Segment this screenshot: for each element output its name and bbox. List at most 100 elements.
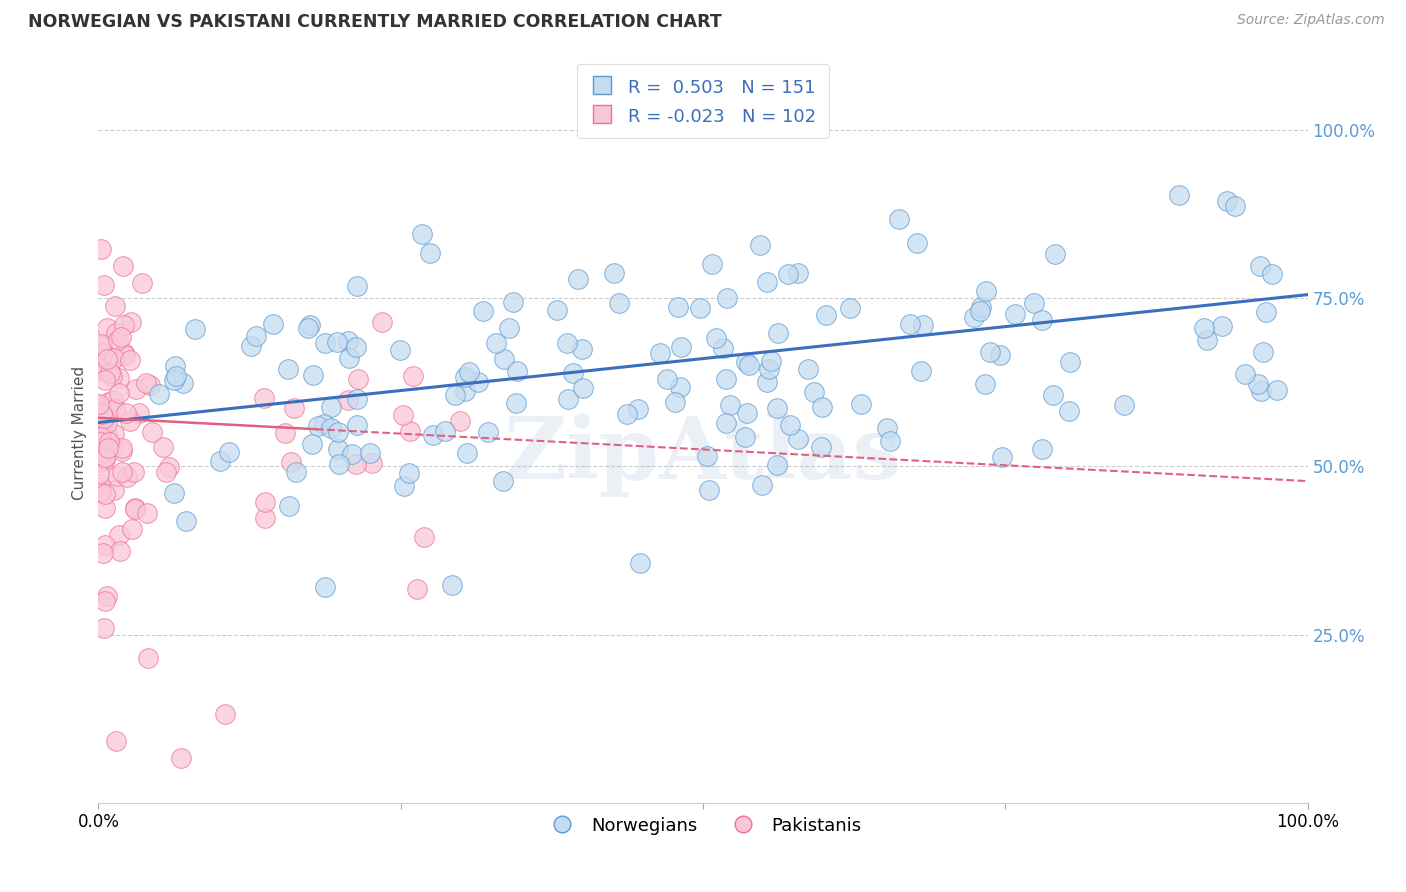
Point [157, 459, 180, 474]
Point [655, 372, 678, 386]
Point [666, 300, 689, 314]
Point [1031, 313, 1053, 327]
Point [664, 394, 686, 409]
Point [105, 469, 128, 483]
Point [118, 353, 141, 368]
Point [94, 451, 117, 466]
Point [298, 318, 321, 333]
Point [184, 322, 207, 336]
Point [456, 446, 478, 460]
Point [689, 301, 711, 315]
Point [89, 360, 111, 375]
Point [104, 326, 127, 340]
Point [108, 543, 131, 558]
Point [711, 341, 734, 355]
Point [796, 362, 818, 376]
Point [1211, 318, 1233, 333]
Point [422, 428, 444, 442]
Point [110, 330, 132, 344]
Point [1216, 194, 1239, 208]
Point [849, 397, 872, 411]
Point [314, 417, 336, 431]
Point [1250, 384, 1272, 399]
Point [905, 236, 928, 251]
Point [1004, 307, 1026, 321]
Point [1194, 321, 1216, 335]
Point [101, 392, 124, 407]
Point [562, 366, 585, 380]
Point [96, 427, 118, 442]
Point [254, 511, 277, 525]
Point [555, 336, 578, 351]
Point [89, 477, 111, 491]
Point [121, 522, 143, 536]
Point [346, 417, 368, 432]
Point [910, 364, 932, 378]
Point [104, 402, 127, 417]
Point [758, 362, 780, 376]
Point [280, 455, 302, 469]
Point [765, 401, 787, 415]
Point [124, 465, 146, 479]
Point [337, 393, 360, 408]
Point [321, 421, 343, 435]
Point [810, 440, 832, 454]
Point [94, 373, 117, 387]
Point [114, 348, 136, 362]
Point [696, 449, 718, 463]
Point [419, 246, 441, 260]
Point [96, 352, 118, 367]
Point [557, 392, 579, 406]
Point [98, 401, 121, 416]
Point [165, 359, 187, 373]
Point [117, 469, 139, 483]
Point [1233, 367, 1256, 381]
Point [141, 425, 163, 439]
Point [302, 368, 325, 383]
Point [755, 275, 778, 289]
Point [347, 372, 370, 386]
Point [314, 335, 336, 350]
Point [738, 358, 761, 372]
Point [112, 318, 135, 332]
Point [111, 465, 134, 479]
Point [714, 416, 737, 430]
Point [485, 336, 508, 351]
Point [988, 348, 1011, 362]
Point [124, 502, 146, 516]
Point [100, 366, 122, 380]
Point [1022, 295, 1045, 310]
Point [93, 500, 115, 515]
Point [434, 424, 457, 438]
Point [359, 446, 381, 460]
Point [810, 400, 832, 414]
Point [297, 321, 319, 335]
Point [114, 345, 136, 359]
Point [321, 400, 343, 414]
Point [786, 266, 808, 280]
Point [340, 447, 363, 461]
Point [94, 409, 117, 423]
Point [492, 474, 515, 488]
Point [112, 259, 135, 273]
Point [444, 388, 467, 402]
Point [93, 411, 115, 425]
Point [976, 284, 998, 298]
Point [748, 237, 770, 252]
Point [401, 369, 423, 384]
Point [399, 424, 422, 438]
Point [506, 364, 529, 378]
Point [94, 450, 117, 464]
Point [1045, 247, 1067, 261]
Point [714, 372, 737, 386]
Point [671, 340, 693, 354]
Point [336, 334, 359, 348]
Point [240, 339, 263, 353]
Text: Source: ZipAtlas.com: Source: ZipAtlas.com [1237, 13, 1385, 28]
Point [87, 397, 110, 411]
Point [125, 382, 148, 396]
Point [98, 395, 121, 409]
Point [440, 578, 463, 592]
Point [96, 589, 118, 603]
Point [492, 351, 515, 366]
